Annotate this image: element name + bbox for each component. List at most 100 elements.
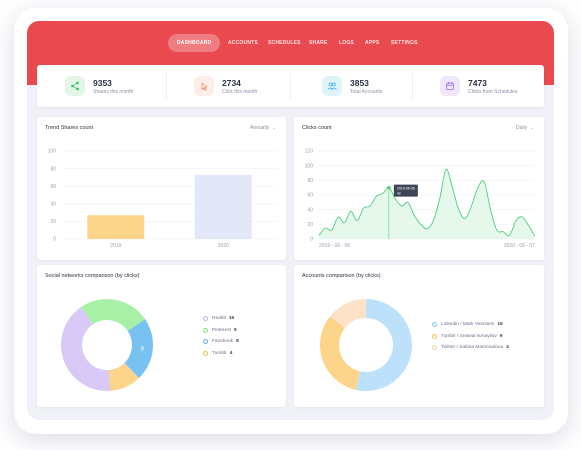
- chevron-down-icon: ⌄: [272, 125, 277, 131]
- stats-card: 9353 Shares this month 2734 Click this m…: [37, 65, 544, 107]
- legend-name: Pinterest: [212, 327, 231, 333]
- legend-swatch: [432, 345, 437, 351]
- stat-label: Total Accounts: [350, 89, 383, 95]
- chevron-down-icon: ⌄: [530, 125, 535, 131]
- clicks-count-card: Clicks count Daily ⌄ 0 20 40 60 80 100 120 2019-…: [294, 117, 544, 260]
- accounts-comparison-card: Accounts comparison (by clicks) Linkedin…: [294, 265, 544, 407]
- y-tick-label: 20: [307, 222, 313, 228]
- users-icon: [322, 76, 342, 96]
- bar: [194, 174, 252, 239]
- x-tick-label: 2019 - 06 - 06: [319, 243, 350, 249]
- card-title: Accounts comparison (by clicks): [302, 273, 381, 279]
- stat-label: Click this month: [222, 89, 258, 95]
- social-legend: Reddit 15 Pinterest 9 Facebook 8 Tumblr 4: [203, 313, 239, 359]
- donut-slice: [108, 362, 139, 391]
- accounts-legend: Linkedin / Mark Veinstein 15 Tumblr / Sea…: [432, 319, 509, 354]
- accounts-donut-chart: [320, 299, 412, 391]
- y-tick-label: 60: [307, 193, 313, 199]
- legend-value: 4: [229, 350, 233, 356]
- y-tick-label: 60: [50, 184, 56, 190]
- card-title: Clicks count: [302, 125, 332, 131]
- legend-item[interactable]: Tumblr / Seawal Ismayilov 9: [432, 331, 509, 343]
- nav-item-accounts[interactable]: ACCOUNTS: [228, 40, 258, 46]
- main-nav: DASHBOARD ACCOUNTS SCHEDULES SHARE LOGS …: [27, 34, 554, 52]
- calendar-icon: [440, 76, 460, 96]
- legend-swatch: [203, 350, 208, 356]
- trend-shares-card: Trend Shares count Annually ⌄ 0 20 40 60 80 10…: [37, 117, 286, 260]
- nav-item-dashboard[interactable]: DASHBOARD: [168, 34, 221, 52]
- stat-label: Shares this month: [93, 89, 134, 95]
- legend-value: 15: [228, 316, 235, 322]
- donut-slice: [320, 316, 360, 390]
- select-value: Annually: [250, 125, 270, 131]
- y-tick-label: 0: [310, 237, 313, 243]
- stat-label: Clicks from Schedules: [468, 89, 518, 95]
- legend-item[interactable]: Linkedin / Mark Veinstein 15: [432, 319, 509, 331]
- dashboard-app: DASHBOARD ACCOUNTS SCHEDULES SHARE LOGS …: [27, 21, 554, 420]
- slice-value-label: 8: [141, 347, 145, 353]
- legend-item[interactable]: Twitter / Sabina Mammadova 4: [432, 342, 509, 354]
- area-fill: [319, 169, 535, 239]
- y-tick-label: 100: [305, 163, 314, 169]
- card-title: Social networks comparison (by clicks): [45, 273, 140, 279]
- divider: [166, 73, 167, 99]
- nav-item-logs[interactable]: LOGS: [339, 40, 354, 46]
- y-tick-label: 40: [50, 202, 56, 208]
- nav-item-schedules[interactable]: SCHEDULES: [268, 40, 301, 46]
- legend-name: Linkedin / Mark Veinstein: [441, 322, 495, 328]
- legend-name: Reddit: [212, 316, 226, 322]
- y-tick-label: 80: [307, 178, 313, 184]
- legend-swatch: [203, 316, 208, 322]
- social-networks-card: Social networks comparison (by clicks) 8…: [37, 265, 286, 407]
- legend-item[interactable]: Tumblr 4: [203, 348, 239, 360]
- legend-item[interactable]: Pinterest 9: [203, 325, 239, 337]
- series-line: [318, 168, 536, 237]
- card-title: Trend Shares count: [45, 125, 94, 131]
- y-tick-label: 120: [305, 149, 314, 155]
- legend-item[interactable]: Facebook 8: [203, 336, 239, 348]
- cursor-click-icon: [194, 76, 214, 96]
- donut-slice: [355, 299, 412, 391]
- social-donut-chart: 8: [60, 299, 153, 391]
- legend-item[interactable]: Reddit 15: [203, 313, 239, 325]
- legend-value: 4: [506, 345, 509, 351]
- legend-swatch: [203, 327, 208, 333]
- y-tick-label: 20: [50, 219, 56, 225]
- legend-name: Tumblr: [212, 350, 227, 356]
- legend-name: Facebook: [212, 339, 234, 345]
- tooltip-date: 2019-06-06: [397, 187, 415, 191]
- legend-swatch: [203, 339, 208, 345]
- share-icon: [65, 76, 85, 96]
- data-point: [387, 185, 391, 190]
- legend-swatch: [432, 322, 437, 328]
- tooltip-box: [393, 184, 418, 197]
- clicks-period-select[interactable]: Daily ⌄: [516, 125, 534, 131]
- nav-item-settings[interactable]: SETTINGS: [391, 40, 418, 46]
- x-tick-label: 2020 - 06 - 07: [504, 243, 535, 249]
- bar: [87, 215, 145, 239]
- trend-period-select[interactable]: Annually ⌄: [250, 125, 276, 131]
- x-tick-label: 2019: [110, 243, 121, 249]
- y-tick-label: 40: [307, 207, 313, 213]
- select-value: Daily: [516, 125, 528, 131]
- nav-item-apps[interactable]: APPS: [365, 40, 380, 46]
- legend-name: Twitter / Sabina Mammadova: [441, 345, 504, 351]
- legend-value: 15: [497, 322, 503, 328]
- trend-bar-chart: 0 20 40 60 80 100 2019 2020: [48, 149, 277, 249]
- stat-value: 3853: [350, 78, 369, 88]
- legend-name: Tumblr / Seawal Ismayilov: [441, 333, 497, 339]
- stat-value: 7473: [468, 78, 487, 88]
- divider: [412, 73, 413, 99]
- y-tick-label: 0: [53, 237, 56, 243]
- y-tick-label: 80: [50, 166, 56, 172]
- x-tick-label: 2020: [218, 243, 229, 249]
- nav-item-share[interactable]: SHARE: [309, 40, 328, 46]
- donut-slice: [81, 299, 146, 332]
- stat-value: 2734: [222, 78, 241, 88]
- tooltip-value: 42: [397, 192, 401, 196]
- stat-value: 9353: [93, 78, 112, 88]
- donut-slice: [60, 306, 111, 391]
- legend-value: 9: [233, 327, 237, 333]
- legend-swatch: [432, 333, 437, 339]
